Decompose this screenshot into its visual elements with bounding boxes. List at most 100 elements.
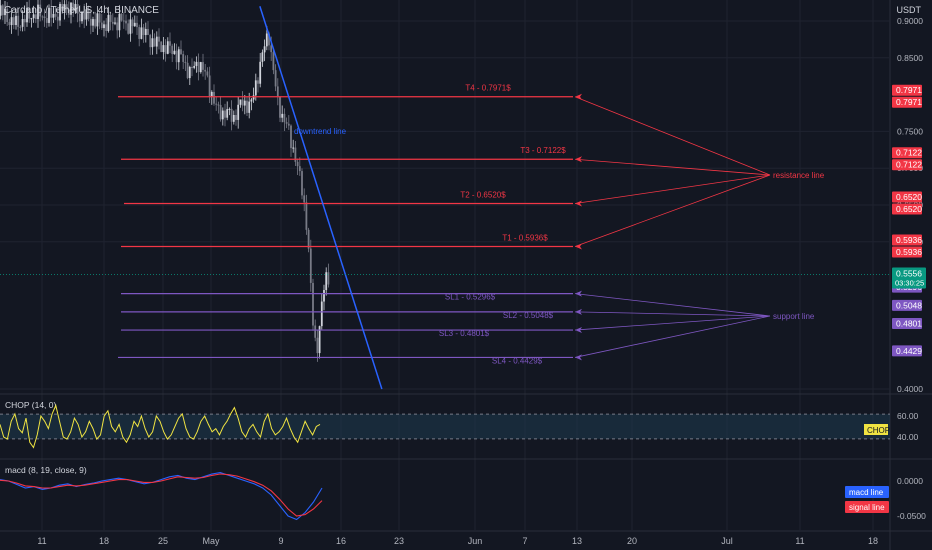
candle-body <box>307 229 310 249</box>
resistance-label-T4: T4 - 0.7971$ <box>465 84 511 93</box>
candle-body <box>63 4 66 11</box>
candle-body <box>34 14 37 20</box>
candle-body <box>323 290 325 302</box>
candle-body <box>193 65 196 68</box>
candle-body <box>50 7 53 18</box>
resistance-price-tag-text: 0.5936 <box>896 247 922 257</box>
candle-body <box>188 66 191 79</box>
candle-body <box>230 108 233 122</box>
candle-body <box>118 13 121 31</box>
candle-body <box>290 125 292 149</box>
y-tick-label: 0.7500 <box>897 126 923 136</box>
resistance-arrowhead <box>575 243 582 250</box>
candle-body <box>39 4 42 17</box>
downtrend-label: downtrend line <box>294 127 347 136</box>
candle-body <box>261 52 264 62</box>
resistance-price-tag-text: 0.7971 <box>896 97 922 107</box>
x-tick-label: 18 <box>99 536 109 546</box>
candle-body <box>202 62 204 70</box>
candle-body <box>263 46 266 53</box>
candle-body <box>61 3 64 11</box>
candle-body <box>162 45 165 53</box>
candle-body <box>303 195 306 203</box>
candle-body <box>85 9 88 20</box>
candle-body <box>191 66 193 68</box>
candle-body <box>243 100 246 106</box>
candle-body <box>136 22 138 28</box>
candle-body <box>72 2 75 12</box>
resistance-price-tag <box>892 234 922 246</box>
resistance-price-tag-text: 0.6520 <box>896 204 922 214</box>
candle-body <box>48 7 50 23</box>
candle-body <box>26 7 28 23</box>
candle-body <box>153 38 156 47</box>
candle-body <box>285 122 288 124</box>
x-tick-label: Jun <box>468 536 483 546</box>
candle-body <box>232 114 235 122</box>
support-label-SL4: SL4 - 0.4429$ <box>492 356 543 365</box>
resistance-arrow <box>574 174 771 204</box>
candle-body <box>56 16 59 21</box>
candle-body <box>120 13 123 21</box>
candle-body <box>301 171 303 196</box>
chop-y-tick: 40.00 <box>897 432 919 442</box>
candle-body <box>197 61 200 73</box>
candle-body <box>78 13 81 22</box>
candle-body <box>81 11 83 22</box>
candle-body <box>279 96 281 118</box>
last-price-countdown: 03:30:25 <box>895 278 924 287</box>
candle-body <box>92 19 94 26</box>
resistance-price-tag-text: 0.7122 <box>896 160 922 170</box>
candle-body <box>257 80 259 84</box>
candle-body <box>296 161 299 167</box>
candle-body <box>217 104 220 106</box>
support-price-tag-text: 0.5048 <box>896 300 922 310</box>
support-arrowhead <box>575 354 582 361</box>
candle-body <box>180 49 182 55</box>
y-tick-label: 0.9000 <box>897 16 923 26</box>
candle-body <box>226 109 229 118</box>
candle-body <box>276 86 279 97</box>
candle-body <box>147 28 149 35</box>
resistance-price-tag <box>892 203 922 215</box>
candle-body <box>144 28 147 36</box>
candle-body <box>70 2 72 15</box>
support-price-tag <box>892 345 922 357</box>
candle-body <box>83 11 86 20</box>
symbol-title[interactable]: Cardano / TetherUS, 4h, BINANCE <box>4 5 159 16</box>
downtrend-line <box>259 6 383 390</box>
candle-body <box>96 13 99 27</box>
candle-body <box>122 20 125 22</box>
candle-body <box>325 272 328 291</box>
macd-title: macd (8, 19, close, 9) <box>5 465 87 475</box>
candle-body <box>314 325 317 338</box>
candle-body <box>43 16 46 19</box>
candle-body <box>32 14 35 19</box>
candle-body <box>166 41 169 54</box>
candle-body <box>237 104 240 120</box>
support-arrow <box>574 315 771 331</box>
candle-body <box>177 49 180 63</box>
candle-body <box>23 18 26 23</box>
last-price-tag <box>892 267 926 289</box>
support-price-tag <box>892 318 922 330</box>
candle-body <box>171 45 174 55</box>
candle-body <box>272 52 275 71</box>
support-label-SL1: SL1 - 0.5296$ <box>445 293 496 302</box>
resistance-price-tag <box>892 159 922 171</box>
y-tick-label: 0.8500 <box>897 53 923 63</box>
candle-body <box>160 41 163 53</box>
candle-body <box>65 4 68 10</box>
candle-body <box>274 70 277 87</box>
candle-body <box>116 22 119 31</box>
x-tick-label: 23 <box>394 536 404 546</box>
resistance-price-tag <box>892 191 922 203</box>
candle-body <box>270 45 273 53</box>
candle-body <box>76 4 79 14</box>
candle-body <box>228 108 231 110</box>
candle-body <box>224 110 226 118</box>
macd-series-1 <box>0 473 323 517</box>
macd-legend-tag <box>845 486 889 498</box>
